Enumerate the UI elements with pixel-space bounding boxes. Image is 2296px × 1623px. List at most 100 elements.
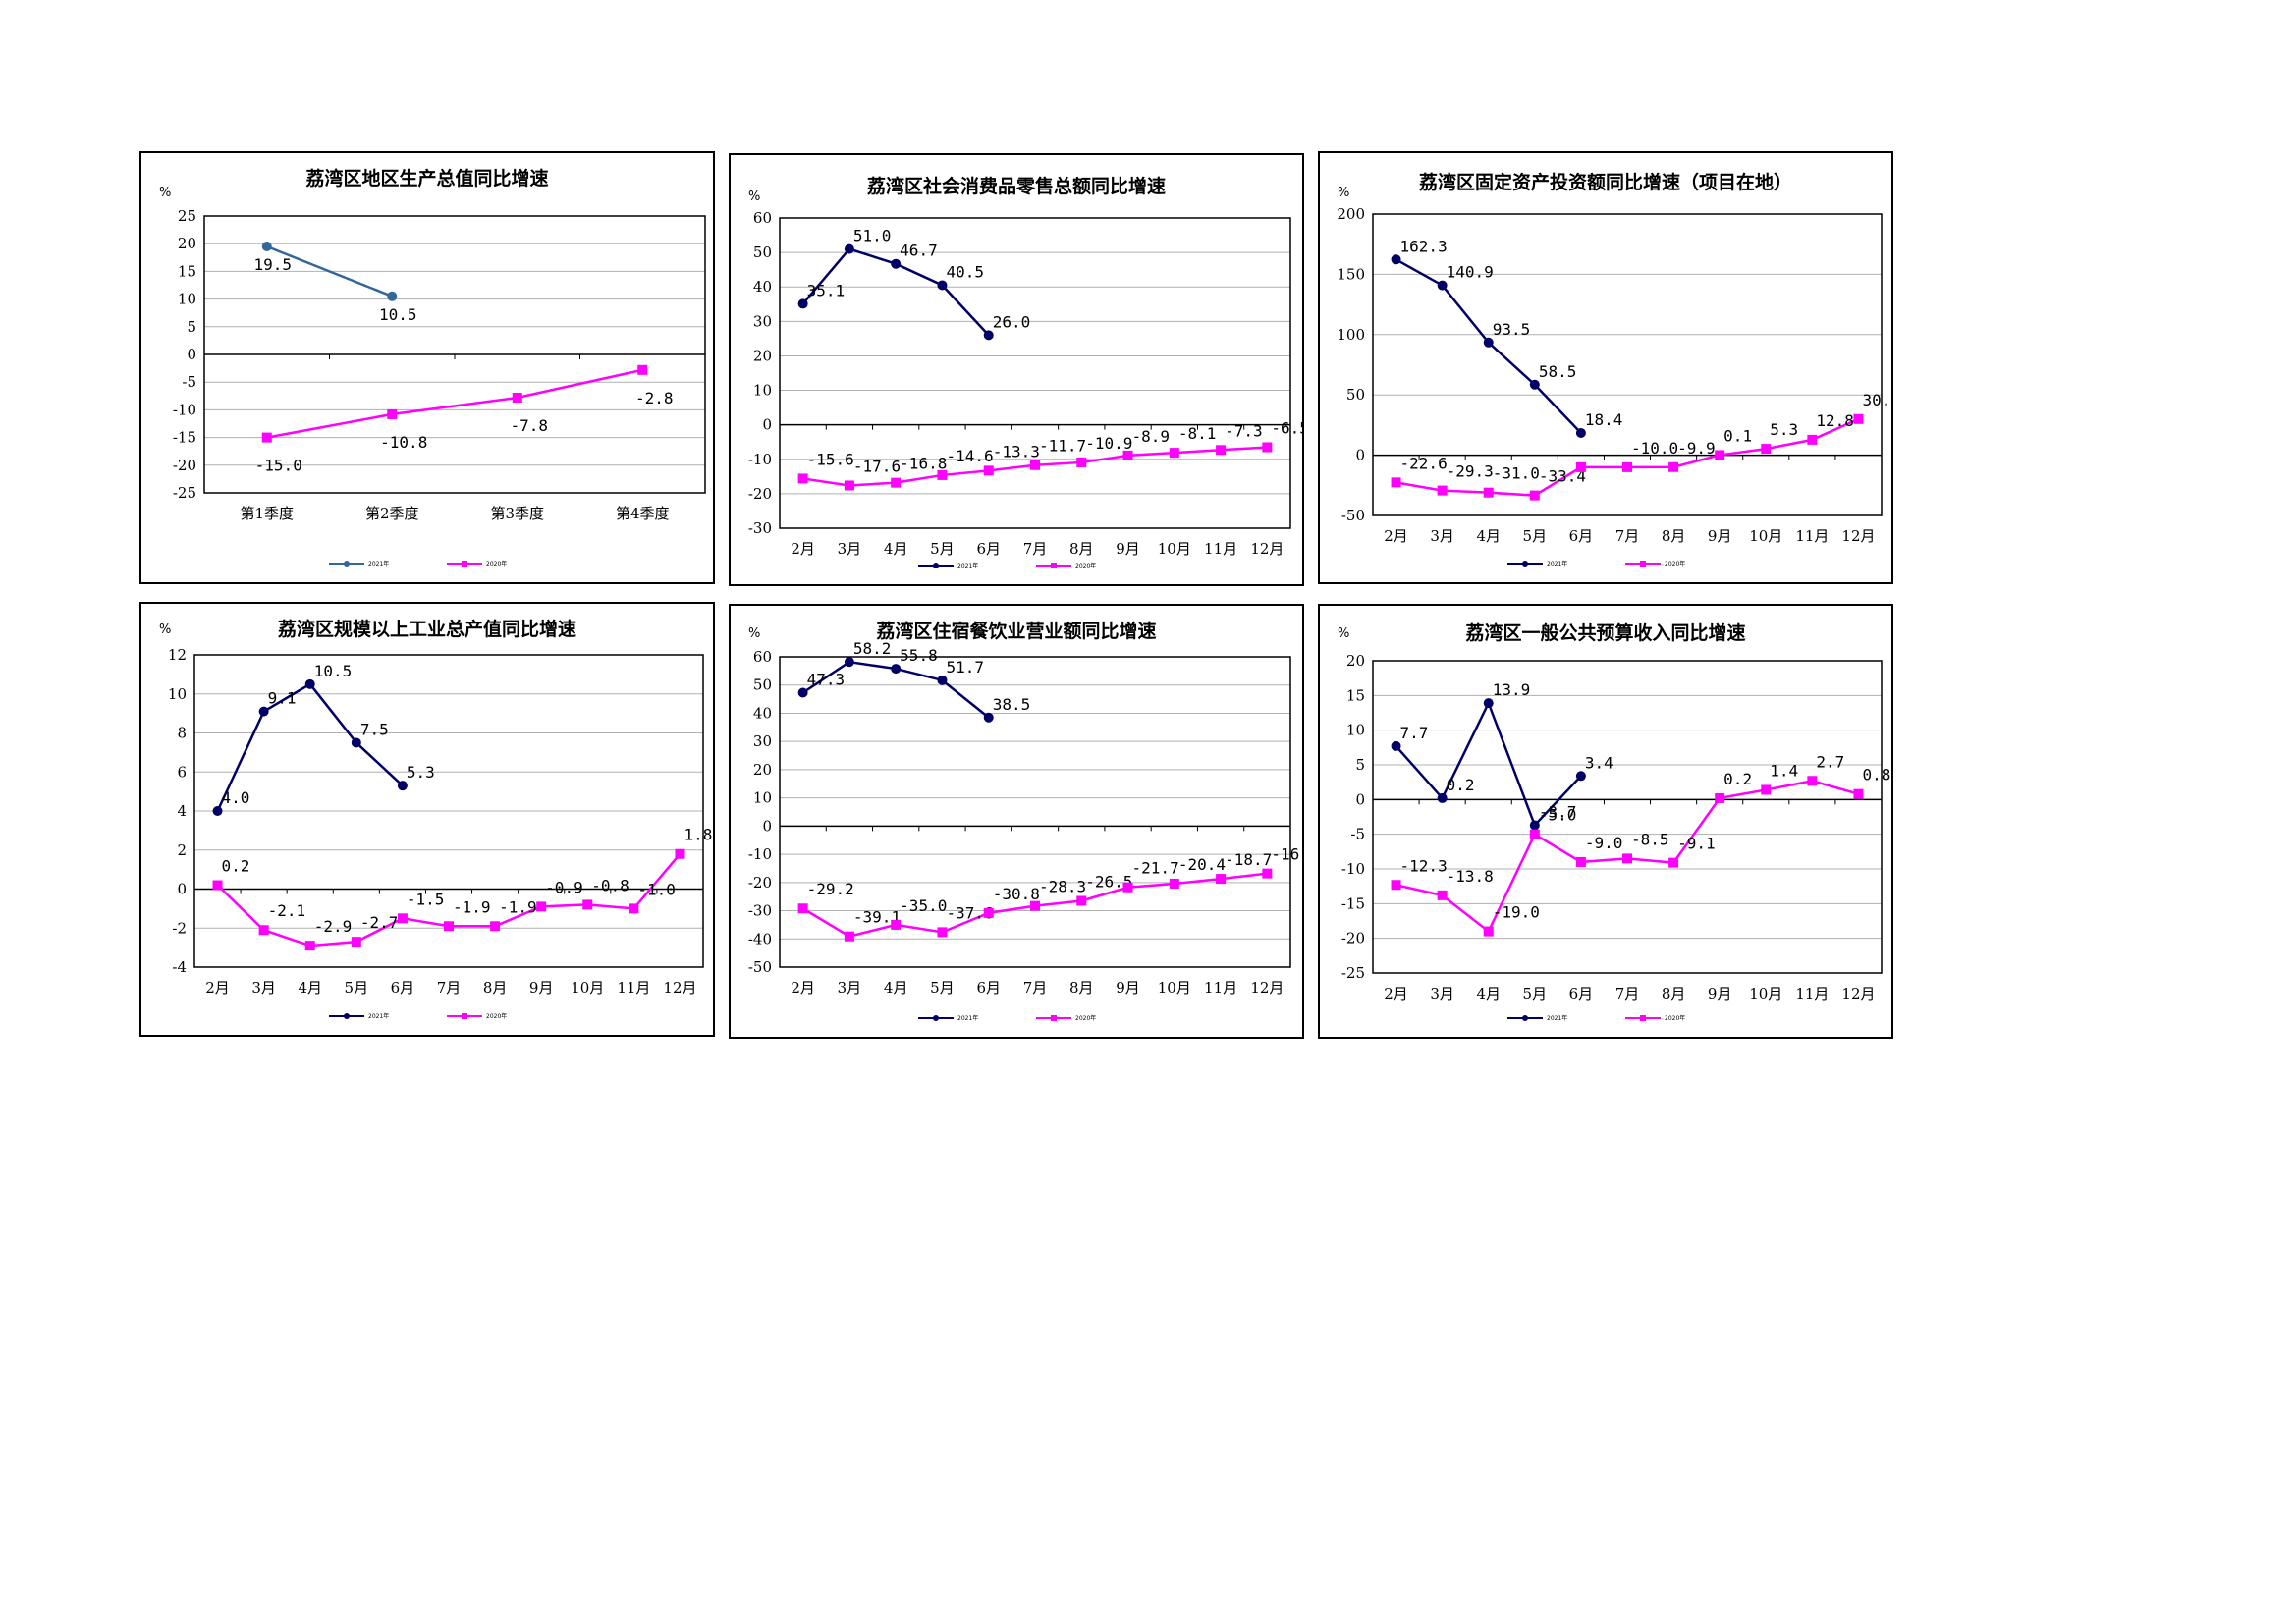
data-point-marker: [1391, 254, 1401, 265]
data-point-marker: [512, 392, 522, 403]
x-tick-label: 6月: [976, 540, 1001, 558]
data-label: -2.9: [314, 917, 353, 936]
chart-panel-retail: 荔湾区社会消费品零售总额同比增速% -30 -20 -10 0 10 20 30 40 50 60 2…: [729, 153, 1304, 586]
data-label: 18.4: [1585, 410, 1623, 429]
legend-marker: [1051, 1015, 1057, 1021]
y-tick-label: 40: [753, 278, 772, 296]
data-point-marker: [1437, 485, 1448, 496]
data-point-marker: [261, 432, 272, 443]
y-tick-label: -10: [1341, 860, 1365, 878]
y-tick-label: -15: [173, 429, 196, 447]
data-label: -3.7: [1539, 802, 1577, 821]
y-tick-label: 20: [753, 347, 772, 364]
data-label: -1.9: [499, 897, 537, 916]
x-tick-label: 11月: [1204, 540, 1237, 558]
data-label: -15.0: [255, 457, 302, 475]
y-tick-label: 0: [1355, 447, 1365, 464]
data-point-marker: [1169, 448, 1179, 459]
data-label: -29.2: [807, 880, 854, 898]
legend-label: 2020年: [1665, 560, 1685, 568]
data-label: 4.0: [222, 788, 250, 807]
y-unit-label: %: [748, 189, 760, 204]
x-tick-label: 5月: [1523, 527, 1548, 545]
chart-svg-investment: 荔湾区固定资产投资额同比增速（项目在地）% -50 0 50 100 150 200 2月 3月…: [1337, 171, 1891, 568]
x-tick-label: 12月: [1250, 979, 1284, 997]
data-label: -39.1: [853, 908, 901, 927]
x-tick-label: 2月: [791, 540, 815, 558]
x-tick-label: 第4季度: [616, 505, 670, 522]
x-tick-label: 7月: [1023, 979, 1048, 997]
chart-title: 荔湾区地区生产总值同比增速: [305, 167, 548, 189]
legend-marker: [1522, 1015, 1528, 1021]
data-point-marker: [1715, 792, 1725, 803]
data-label: 162.3: [1400, 237, 1448, 255]
data-point-marker: [387, 291, 398, 301]
y-tick-label: -20: [748, 485, 772, 503]
y-unit-label: %: [748, 626, 760, 641]
data-point-marker: [1575, 461, 1586, 472]
legend-marker: [462, 561, 467, 567]
data-label: 47.3: [807, 670, 846, 688]
data-point-marker: [582, 899, 593, 910]
data-point-marker: [937, 675, 948, 685]
legend-label: 2020年: [1075, 562, 1096, 569]
x-tick-label: 2月: [1384, 985, 1408, 1002]
y-tick-label: 30: [753, 732, 772, 750]
x-tick-label: 8月: [483, 979, 508, 997]
y-tick-label: 20: [178, 235, 196, 252]
data-label: -16.8: [900, 455, 947, 473]
data-point-marker: [1122, 882, 1133, 893]
data-label: -12.3: [1400, 856, 1448, 875]
legend-marker: [1640, 561, 1646, 567]
data-label: 0.2: [222, 857, 250, 876]
y-tick-label: 8: [177, 725, 187, 742]
data-point-marker: [212, 806, 223, 816]
y-tick-label: 40: [753, 704, 772, 722]
y-tick-label: 0: [187, 346, 196, 363]
data-label: -8.1: [1178, 424, 1217, 443]
plot-area: [779, 656, 1291, 968]
data-point-marker: [1853, 413, 1864, 424]
x-tick-label: 7月: [1615, 527, 1640, 545]
data-point-marker: [637, 364, 648, 375]
x-tick-label: 第2季度: [365, 505, 419, 522]
x-tick-label: 10月: [1749, 985, 1782, 1002]
data-point-marker: [1216, 874, 1227, 885]
data-point-marker: [1668, 857, 1679, 868]
x-tick-label: 7月: [1023, 540, 1048, 558]
chart-panel-investment: 荔湾区固定资产投资额同比增速（项目在地）% -50 0 50 100 150 200 2月 3月…: [1318, 151, 1893, 584]
data-label: -2.8: [635, 389, 674, 407]
data-point-marker: [261, 242, 272, 252]
data-label: 46.7: [900, 242, 938, 260]
x-tick-label: 10月: [1749, 527, 1782, 545]
data-label: -6.5: [1271, 418, 1302, 437]
data-point-marker: [844, 657, 854, 668]
data-label: -10.0: [1631, 439, 1678, 458]
data-label: -13.3: [993, 442, 1040, 460]
data-point-marker: [258, 706, 269, 717]
x-tick-label: 12月: [1841, 527, 1875, 545]
data-label: 51.7: [946, 658, 984, 676]
data-point-marker: [1575, 856, 1586, 867]
data-point-marker: [1076, 895, 1087, 906]
y-tick-label: 4: [177, 802, 187, 820]
x-tick-label: 5月: [345, 979, 369, 997]
legend-marker: [1051, 563, 1057, 568]
data-point-marker: [844, 243, 854, 254]
x-tick-label: 11月: [1795, 527, 1829, 545]
legend-label: 2021年: [957, 1014, 978, 1022]
data-point-marker: [1529, 490, 1540, 501]
chart-title: 荔湾区一般公共预算收入同比增速: [1465, 622, 1745, 644]
chart-svg-gdp: 荔湾区地区生产总值同比增速% -25 -20 -15 -10 -5 0 5 10 15 20 25 第1…: [159, 167, 706, 568]
data-label: -2.7: [360, 913, 399, 932]
y-tick-label: 0: [762, 817, 772, 835]
legend-marker: [344, 1013, 350, 1019]
data-label: -8.5: [1631, 830, 1669, 848]
data-label: 55.8: [900, 646, 938, 665]
x-tick-label: 2月: [791, 979, 815, 997]
data-label: -10.8: [380, 433, 427, 452]
data-label: 5.3: [1770, 420, 1798, 439]
data-label: -17.6: [853, 457, 901, 475]
y-tick-label: 100: [1337, 326, 1365, 344]
y-tick-label: 6: [177, 763, 187, 781]
